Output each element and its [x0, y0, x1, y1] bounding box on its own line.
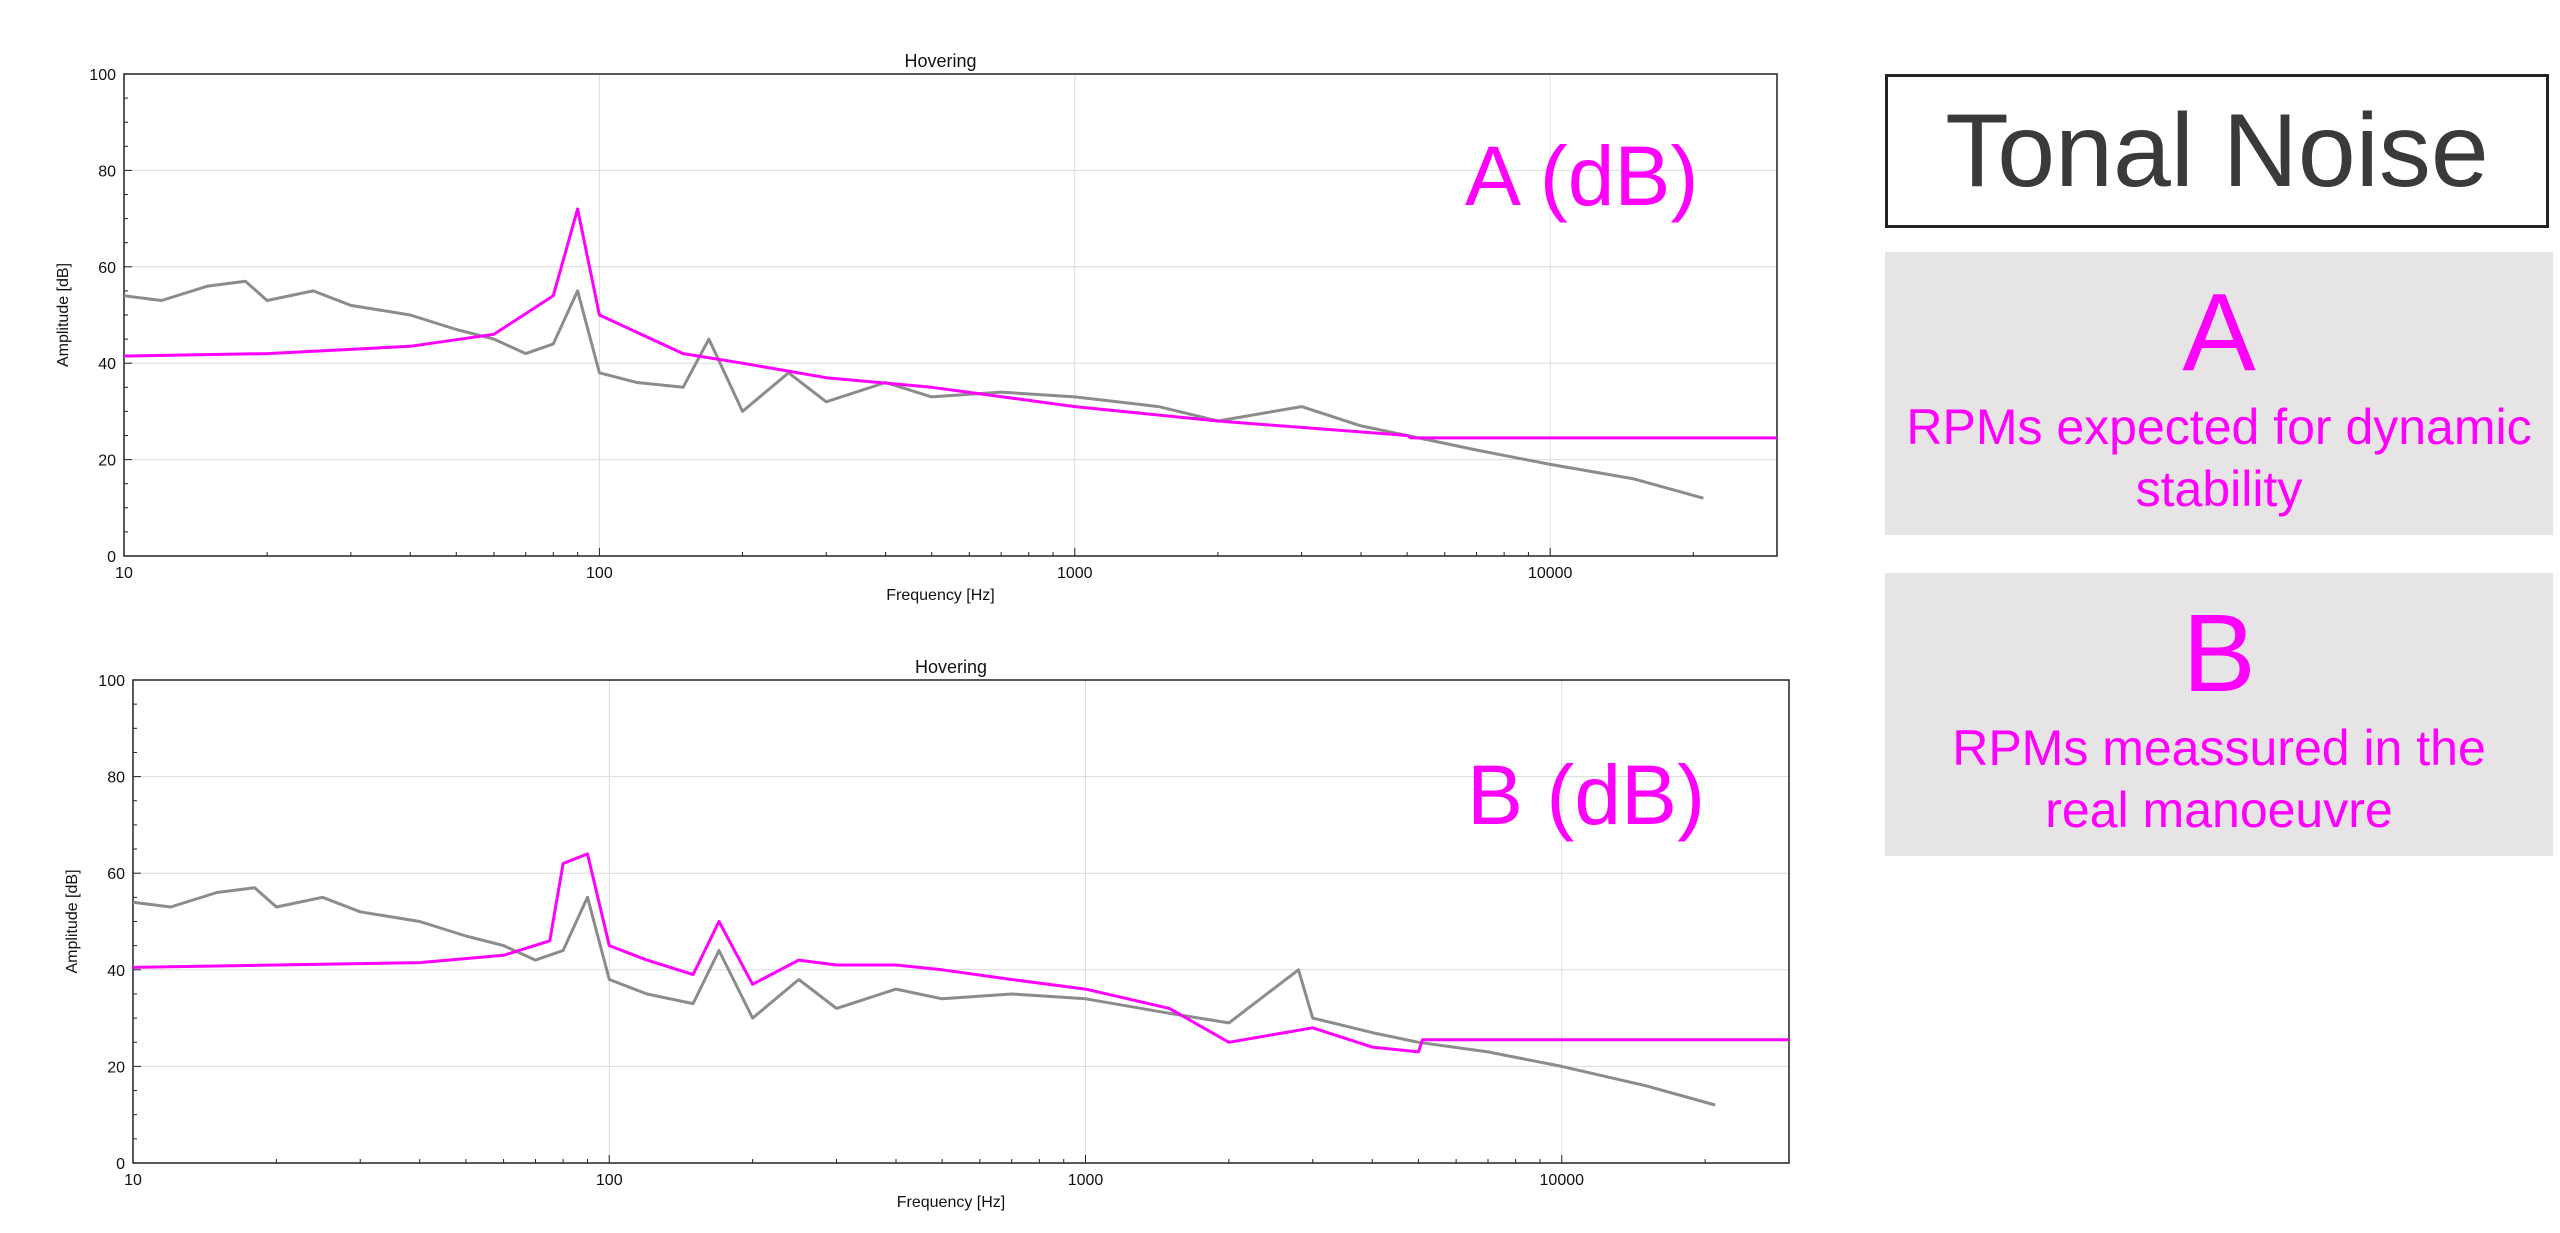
- chart-a-x-tick-label: 1000: [1057, 565, 1093, 582]
- chart-b-x-tick-label: 1000: [1068, 1172, 1104, 1189]
- chart-b-overlay-label: B (dB): [1467, 748, 1705, 842]
- chart-a-y-tick-label: 0: [107, 549, 116, 566]
- chart-b-x-axis-label: Frequency [Hz]: [897, 1194, 1005, 1211]
- chart-b-x-tick-label: 10: [124, 1172, 142, 1189]
- chart-b-y-tick-label: 100: [98, 673, 125, 690]
- panel-b-letter: B: [2182, 592, 2256, 715]
- chart-a-y-tick-label: 80: [98, 163, 116, 180]
- chart-b-series-1-line: [132, 852, 1789, 1054]
- panel-b: B RPMs meassured in the real manoeuvre: [1885, 573, 2553, 856]
- chart-a-x-tick-label: 10000: [1528, 565, 1573, 582]
- chart-b-x-tick-label: 100: [596, 1172, 623, 1189]
- chart-a-series-0-line: [123, 279, 1704, 500]
- tonal-noise-title: Tonal Noise: [1945, 93, 2489, 209]
- chart-b-x-tick-label: 10000: [1540, 1172, 1585, 1189]
- chart-b-y-tick-label: 60: [107, 866, 125, 883]
- chart-a-overlay-label: A (dB): [1465, 129, 1698, 223]
- chart-a-y-tick-label: 40: [98, 356, 116, 373]
- chart-a-title: Hovering: [904, 51, 976, 71]
- chart-a-x-axis-label: Frequency [Hz]: [886, 587, 994, 604]
- chart-a-series-1-line: [123, 207, 1777, 440]
- chart-b-y-tick-label: 20: [107, 1059, 125, 1076]
- chart-b-y-tick-label: 80: [107, 770, 125, 787]
- panel-a-description: RPMs expected for dynamic stability: [1906, 399, 2532, 517]
- chart-a: 10 100 1000 10000 0 20 40 60 80 100 Hovering Freq…: [0, 0, 1800, 606]
- chart-a-y-tick-label: 20: [98, 453, 116, 470]
- chart-a-x-tick-label: 10: [115, 565, 133, 582]
- chart-a-y-tick-label: 60: [98, 260, 116, 277]
- chart-b-series-0-line: [132, 886, 1716, 1107]
- chart-a-y-axis-label: Amplitude [dB]: [55, 263, 72, 367]
- tonal-noise-title-box: Tonal Noise: [1885, 74, 2549, 228]
- chart-a-svg: 10 100 1000 10000 0 20 40 60 80 100 Hovering Freq…: [55, 51, 1778, 604]
- panel-b-description: RPMs meassured in the real manoeuvre: [1952, 720, 2486, 838]
- chart-b-y-tick-label: 40: [107, 963, 125, 980]
- chart-b-svg: 10 100 1000 10000 0 20 40 60 80 100 Hovering Freq…: [64, 657, 1790, 1211]
- chart-b: 10 100 1000 10000 0 20 40 60 80 100 Hovering Freq…: [0, 606, 1800, 1233]
- chart-a-x-tick-label: 100: [586, 565, 613, 582]
- chart-b-title: Hovering: [915, 657, 987, 677]
- chart-b-y-axis-label: Amplitude [dB]: [64, 869, 81, 973]
- panel-a-letter: A: [2182, 271, 2256, 394]
- chart-b-y-tick-label: 0: [116, 1156, 125, 1173]
- panel-a: A RPMs expected for dynamic stability: [1885, 252, 2553, 535]
- chart-a-y-tick-label: 100: [89, 67, 116, 84]
